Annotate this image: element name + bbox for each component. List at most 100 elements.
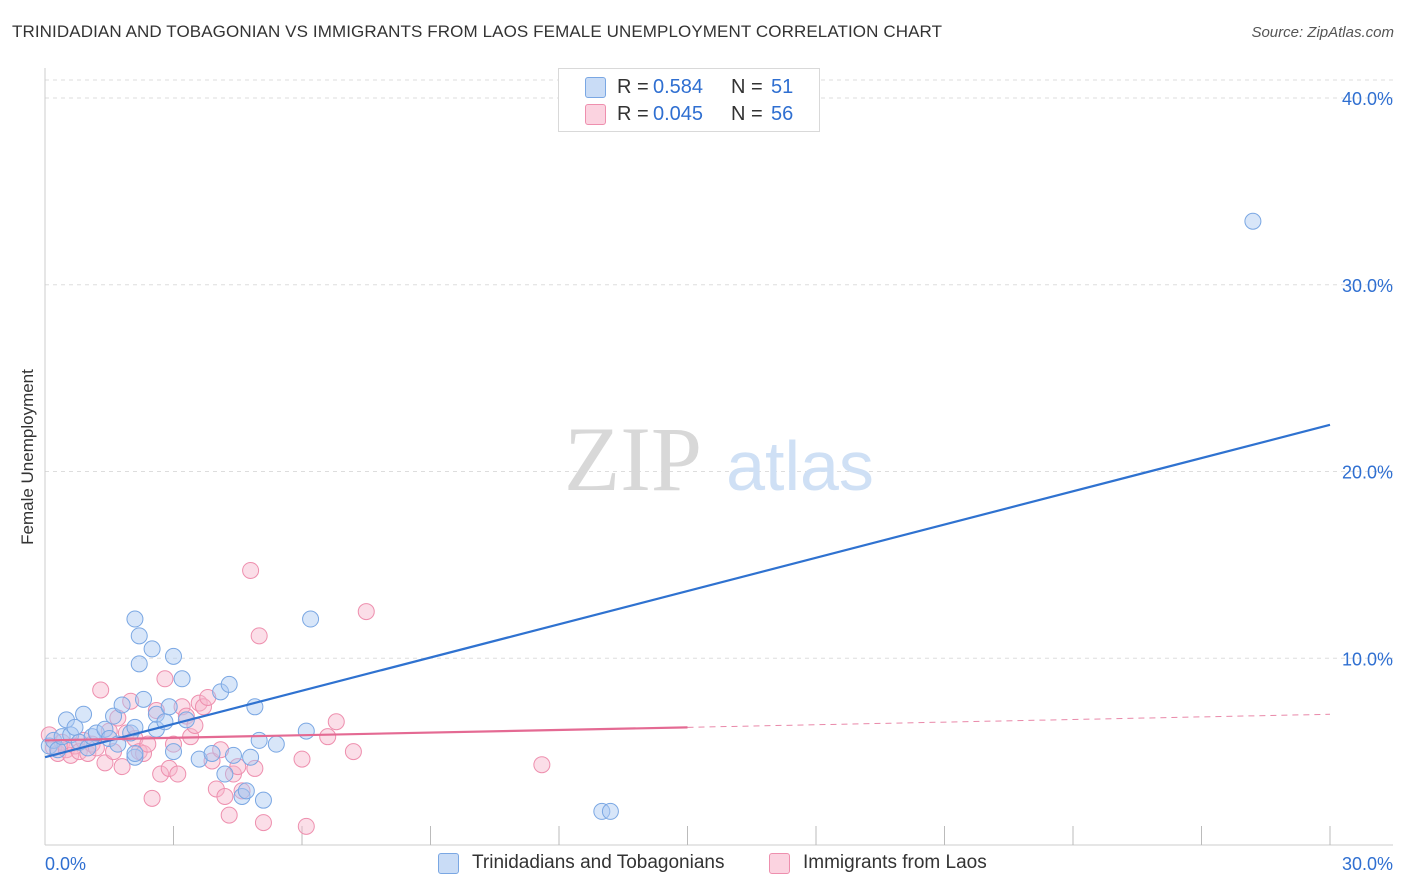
laos-point <box>147 702 165 720</box>
laos-point <box>246 759 264 777</box>
laos-point <box>165 735 182 753</box>
bottom-legend-label: Immigrants from Laos <box>803 852 987 873</box>
trinidad-point <box>105 707 123 725</box>
legend-n-label: N = <box>731 76 763 98</box>
laos-point <box>203 752 221 770</box>
x-tick-label: 0.0% <box>45 854 86 874</box>
legend-n-label: N = <box>731 103 763 125</box>
series-trinidad-points <box>40 212 1262 820</box>
laos-point <box>160 759 178 777</box>
trinidad-point <box>1244 212 1262 230</box>
laos-point <box>156 670 174 688</box>
source-label: Source: ZipAtlas.com <box>1251 24 1394 41</box>
y-axis-label: Female Unemployment <box>18 369 37 545</box>
watermark-zip: ZIP <box>564 408 702 510</box>
legend-r-value: 0.584 <box>653 76 704 98</box>
trinidad-point <box>302 610 320 628</box>
laos-point <box>207 780 225 798</box>
trinidad-point <box>130 627 148 645</box>
laos-point <box>173 698 191 716</box>
trinidad-point <box>126 718 144 736</box>
trinidad-trend-line <box>44 423 1331 759</box>
laos-point <box>109 709 127 727</box>
laos-point <box>254 814 272 832</box>
trinidad-point <box>267 735 285 753</box>
laos-point <box>229 758 247 776</box>
trinidad-point <box>220 675 238 693</box>
trinidad-point <box>212 683 230 701</box>
x-tick-label: 30.0% <box>1342 854 1393 874</box>
trinidad-point <box>190 750 208 768</box>
laos-point <box>250 627 268 645</box>
laos-point <box>135 744 153 762</box>
laos-point <box>199 688 217 706</box>
laos-point <box>327 713 345 731</box>
trinidad-point <box>96 720 114 738</box>
laos-point <box>533 756 551 774</box>
laos-point <box>143 789 161 807</box>
laos-point <box>319 728 337 746</box>
laos-point <box>92 681 110 699</box>
watermark: ZIP atlas <box>564 408 874 510</box>
laos-point <box>169 765 187 783</box>
trinidad-point <box>126 748 144 766</box>
y-tick-label: 30.0% <box>1342 276 1393 296</box>
trinidad-point <box>135 690 153 708</box>
laos-point <box>122 692 140 710</box>
trinidad-point <box>224 746 242 764</box>
tick-labels: 10.0% 20.0% 30.0% 40.0% 0.0% 30.0% <box>45 89 1393 874</box>
trinidad-point <box>593 802 611 820</box>
bottom-legend-swatch-blue <box>438 853 459 874</box>
laos-point <box>297 817 315 835</box>
trinidad-point <box>297 722 315 740</box>
legend-n-value: 56 <box>771 103 794 125</box>
laos-trend-line <box>44 726 688 742</box>
axes <box>44 68 1393 846</box>
trinidad-point <box>147 705 165 723</box>
bottom-legend-label: Trinidadians and Tobagonians <box>472 852 725 873</box>
legend-swatch-blue <box>585 77 606 98</box>
laos-point <box>220 806 238 824</box>
trinidad-point <box>143 640 161 658</box>
trinidad-point <box>250 731 268 749</box>
trinidad-point <box>173 670 191 688</box>
y-tick-label: 10.0% <box>1342 649 1393 669</box>
laos-point <box>216 787 234 805</box>
legend-n-value: 51 <box>771 76 794 98</box>
legend-swatch-pink <box>585 104 606 125</box>
trinidad-point <box>87 724 105 742</box>
laos-point <box>152 765 170 783</box>
trinidad-point <box>237 782 255 800</box>
laos-point <box>96 754 114 772</box>
trinidad-point <box>601 802 619 820</box>
trinidad-point <box>254 791 272 809</box>
trinidad-point <box>126 610 144 628</box>
laos-point <box>293 750 311 768</box>
laos-point <box>242 561 260 579</box>
y-tick-label: 20.0% <box>1342 463 1393 483</box>
correlation-legend: R = 0.584 N = 51 R = 0.045 N = 56 <box>558 68 820 132</box>
laos-point <box>212 741 230 759</box>
laos-point <box>357 603 375 621</box>
trinidad-point <box>203 744 221 762</box>
trinidad-point <box>75 705 93 723</box>
trend-lines <box>44 423 1331 759</box>
laos-point <box>139 735 157 753</box>
trinidad-point <box>242 748 260 766</box>
trinidad-point <box>160 698 178 716</box>
laos-trend-line-extension <box>687 713 1331 728</box>
laos-point <box>344 743 362 761</box>
laos-point <box>113 758 131 776</box>
trinidad-point <box>130 655 148 673</box>
watermark-atlas: atlas <box>726 427 874 505</box>
legend-r-label: R = <box>617 76 649 98</box>
y-tick-label: 40.0% <box>1342 89 1393 109</box>
legend-r-value: 0.045 <box>653 103 704 125</box>
trinidad-point <box>126 744 144 762</box>
laos-point <box>194 698 212 716</box>
legend-r-label: R = <box>617 103 649 125</box>
trinidad-point <box>165 743 182 761</box>
laos-point <box>233 782 251 800</box>
bottom-legend-swatch-pink <box>769 853 790 874</box>
